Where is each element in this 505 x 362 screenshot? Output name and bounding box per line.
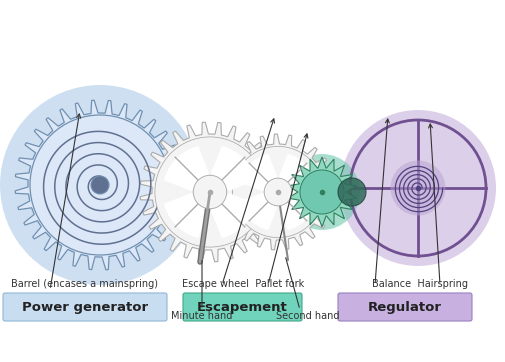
Circle shape (232, 146, 323, 237)
Polygon shape (15, 100, 184, 270)
Circle shape (0, 85, 199, 285)
Circle shape (155, 137, 265, 247)
Text: Power generator: Power generator (22, 300, 148, 313)
Polygon shape (211, 193, 256, 238)
Circle shape (264, 178, 291, 206)
Circle shape (283, 154, 359, 230)
Polygon shape (220, 134, 335, 250)
Circle shape (299, 170, 343, 214)
Polygon shape (164, 146, 209, 191)
Text: Barrel (encases a mainspring): Barrel (encases a mainspring) (12, 279, 158, 289)
Polygon shape (287, 157, 356, 227)
Text: Regulator: Regulator (367, 300, 441, 313)
Text: Second hand: Second hand (276, 311, 339, 321)
FancyBboxPatch shape (337, 293, 471, 321)
Polygon shape (164, 193, 209, 238)
Polygon shape (239, 154, 277, 191)
Text: Escapement: Escapement (197, 300, 287, 313)
Polygon shape (278, 154, 316, 191)
Polygon shape (140, 122, 279, 262)
Text: Minute hand: Minute hand (171, 311, 232, 321)
Text: Balance  Hairspring: Balance Hairspring (371, 279, 467, 289)
Polygon shape (211, 146, 256, 191)
Circle shape (339, 110, 495, 266)
Circle shape (91, 176, 109, 194)
Polygon shape (239, 193, 277, 230)
Circle shape (337, 178, 365, 206)
Circle shape (30, 115, 170, 255)
Text: Escape wheel  Pallet fork: Escape wheel Pallet fork (181, 279, 304, 289)
FancyBboxPatch shape (3, 293, 167, 321)
FancyBboxPatch shape (183, 293, 301, 321)
Polygon shape (278, 193, 316, 230)
Circle shape (390, 160, 444, 215)
Circle shape (193, 175, 226, 209)
